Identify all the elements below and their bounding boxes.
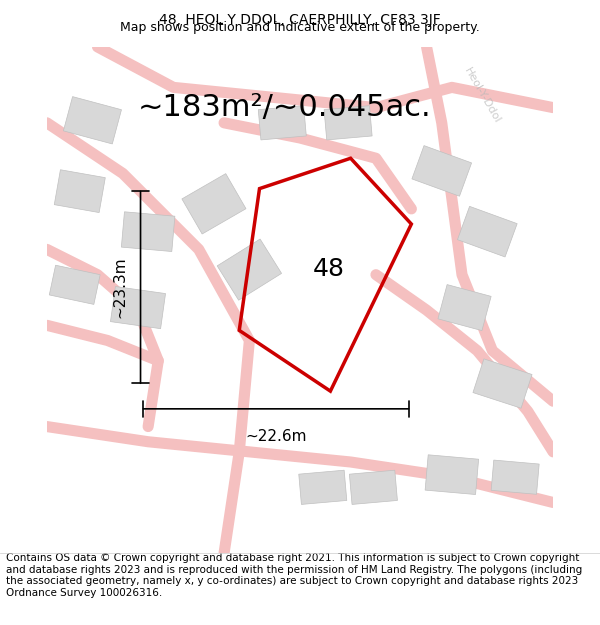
Text: ~183m²/~0.045ac.: ~183m²/~0.045ac.	[138, 93, 431, 122]
Text: 48: 48	[313, 257, 344, 281]
Bar	[299, 470, 347, 504]
Bar	[121, 212, 175, 251]
Bar	[491, 460, 539, 494]
Text: 48, HEOL Y DDOL, CAERPHILLY, CF83 3JF: 48, HEOL Y DDOL, CAERPHILLY, CF83 3JF	[159, 13, 441, 27]
Bar	[438, 284, 491, 331]
Bar	[182, 174, 246, 234]
Bar	[110, 286, 166, 329]
Text: Heol-Y-Ddol: Heol-Y-Ddol	[462, 66, 502, 125]
Bar	[64, 97, 121, 144]
Bar	[54, 170, 105, 212]
Bar	[217, 239, 281, 300]
Bar	[457, 206, 517, 257]
Text: Map shows position and indicative extent of the property.: Map shows position and indicative extent…	[120, 21, 480, 34]
Bar	[258, 106, 306, 140]
Bar	[473, 359, 532, 408]
Text: ~23.3m: ~23.3m	[113, 256, 128, 318]
Bar	[49, 265, 100, 304]
Bar	[412, 146, 472, 196]
Bar	[349, 470, 397, 504]
Text: Contains OS data © Crown copyright and database right 2021. This information is : Contains OS data © Crown copyright and d…	[6, 553, 582, 598]
Bar	[324, 106, 372, 140]
Bar	[425, 455, 479, 494]
Text: ~22.6m: ~22.6m	[245, 429, 307, 444]
